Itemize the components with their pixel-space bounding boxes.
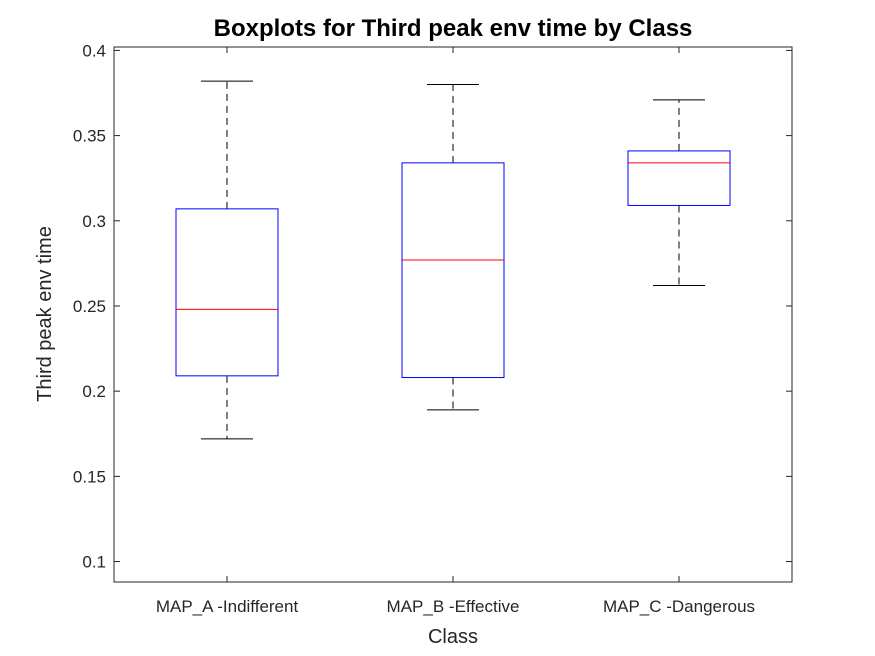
x-axis-ticks: MAP_A -Indifferent MAP_B -Effective MAP_C … (156, 47, 755, 616)
y-tick-label: 0.25 (73, 297, 106, 316)
y-tick-label: 0.3 (82, 212, 106, 231)
y-tick-label: 0.35 (73, 127, 106, 146)
chart-title: Boxplots for Third peak env time by Clas… (214, 15, 693, 42)
x-tick-label: MAP_A -Indifferent (156, 597, 299, 616)
plot-area (113, 46, 793, 583)
y-axis-ticks: 0.1 0.15 0.2 0.25 0.3 0.35 0.4 (73, 41, 792, 572)
y-tick-label: 0.1 (82, 553, 106, 572)
iqr-box (627, 150, 731, 206)
boxplot-group (175, 80, 279, 440)
y-tick-label: 0.4 (82, 41, 106, 60)
x-axis-label: Class (428, 626, 478, 648)
iqr-box (401, 162, 505, 379)
x-tick-label: MAP_C -Dangerous (603, 597, 755, 616)
boxplot-group (627, 99, 731, 287)
y-tick-label: 0.15 (73, 467, 106, 486)
iqr-box (175, 208, 279, 377)
x-tick-label: MAP_B -Effective (387, 597, 520, 616)
y-axis-label: Third peak env time (34, 226, 56, 402)
boxplot-group (401, 83, 505, 411)
boxplot-series (175, 80, 731, 440)
y-tick-label: 0.2 (82, 382, 106, 401)
